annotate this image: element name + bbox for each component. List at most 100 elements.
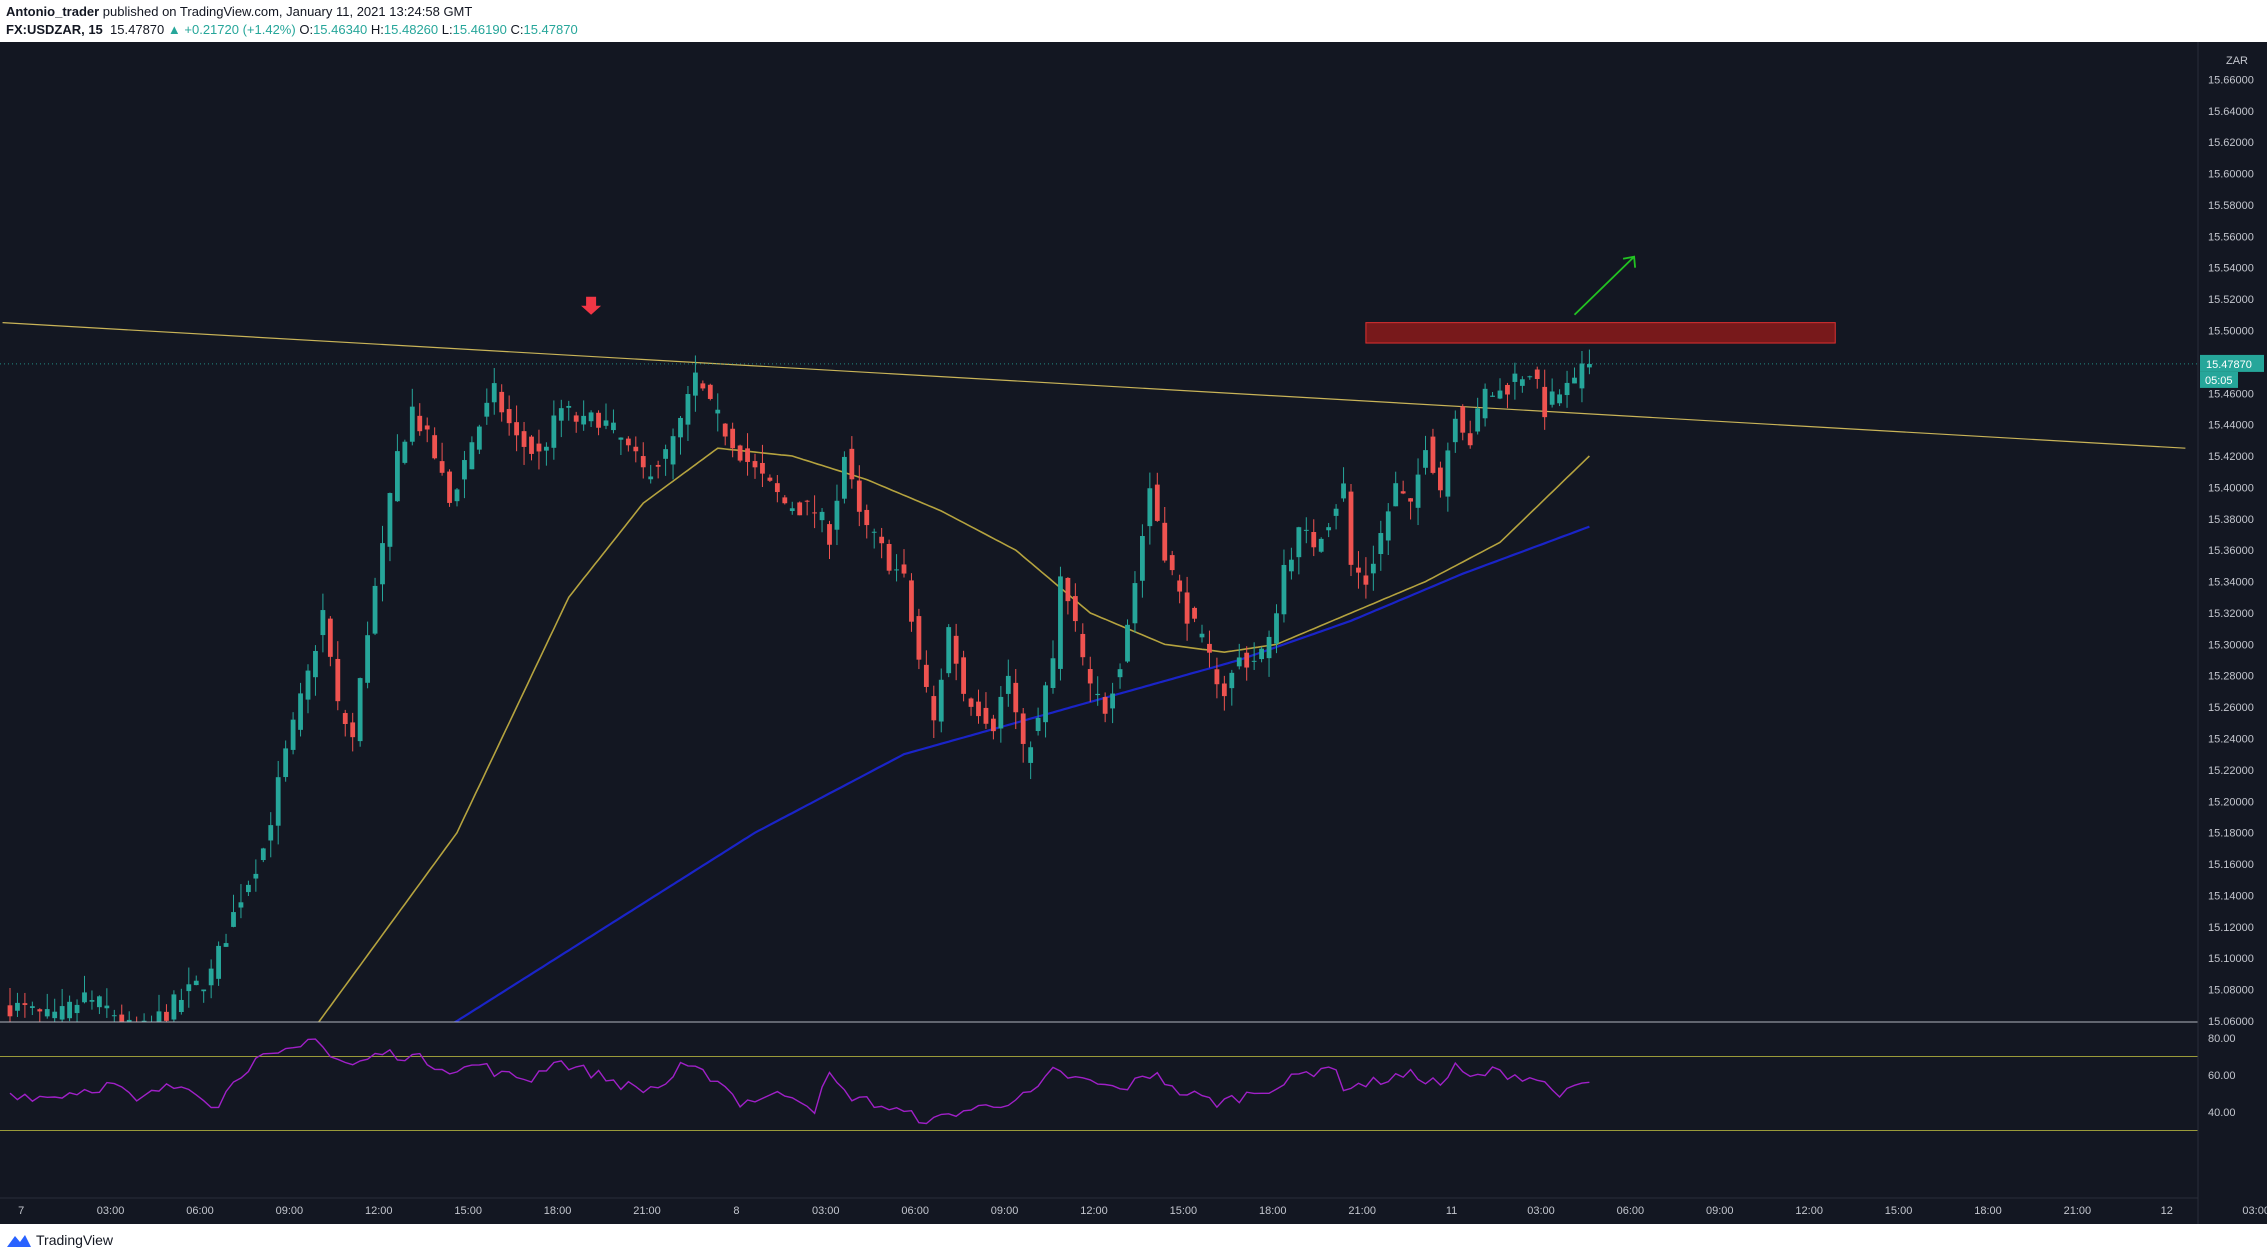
candle-body xyxy=(693,372,698,396)
candle xyxy=(111,1009,117,1022)
candle-body xyxy=(864,509,870,526)
candle xyxy=(372,577,378,636)
candle xyxy=(15,992,20,1017)
candle-body xyxy=(216,945,221,979)
candle xyxy=(260,847,266,863)
rsi-axis[interactable]: 80.00 60.00 40.00 xyxy=(2208,1033,2236,1119)
candle-body xyxy=(1326,527,1332,531)
candle-body xyxy=(1132,583,1138,624)
price-axis-label: 15.56000 xyxy=(2208,231,2254,243)
candle-body xyxy=(253,873,259,879)
candle-body xyxy=(15,1002,20,1011)
candle xyxy=(164,1004,169,1022)
candle-body xyxy=(432,435,438,459)
candle xyxy=(991,714,996,740)
rsi-pane[interactable] xyxy=(0,1038,2198,1131)
price-axis-label: 15.10000 xyxy=(2208,953,2254,965)
candle xyxy=(1534,366,1540,389)
candle-body xyxy=(67,1001,72,1019)
ma-fast-line xyxy=(317,447,1590,1022)
tradingview-logo[interactable]: TradingView xyxy=(6,1232,113,1248)
candle-body xyxy=(1102,696,1108,714)
price-axis-label: 15.64000 xyxy=(2208,106,2254,118)
price-axis-label: 15.08000 xyxy=(2208,985,2254,997)
candle xyxy=(1289,547,1294,580)
candle xyxy=(1087,656,1093,702)
candle-body xyxy=(834,500,840,530)
candle-body xyxy=(1207,643,1212,653)
candle-body xyxy=(1266,636,1272,659)
candle xyxy=(1318,537,1324,553)
candle xyxy=(514,405,519,452)
candle xyxy=(1326,522,1332,538)
candle xyxy=(856,465,862,527)
author-name[interactable]: Antonio_trader xyxy=(6,4,100,19)
candle-body xyxy=(819,511,825,521)
last-price-tag xyxy=(2200,354,2264,372)
candle xyxy=(1348,483,1354,577)
candle-body xyxy=(260,848,266,861)
candle-body xyxy=(1274,613,1279,644)
candle xyxy=(216,941,221,986)
candle-body xyxy=(1467,433,1473,446)
candle xyxy=(193,975,199,986)
resistance-zone[interactable] xyxy=(1365,322,1836,344)
time-axis-label: 18:00 xyxy=(1974,1205,2002,1217)
candle-body xyxy=(1117,669,1123,678)
candle xyxy=(141,1013,147,1022)
candle xyxy=(894,554,899,582)
candle xyxy=(365,621,370,689)
candle xyxy=(484,388,490,425)
candle xyxy=(640,442,646,479)
candle xyxy=(827,520,832,559)
candle-body xyxy=(82,992,87,1003)
candle xyxy=(789,501,795,515)
candle-body xyxy=(1035,717,1041,732)
candle-body xyxy=(1005,675,1011,694)
candle xyxy=(171,990,177,1022)
main-pane[interactable] xyxy=(0,255,2198,1224)
candle xyxy=(1587,349,1592,375)
candle-body xyxy=(707,384,713,399)
candle-body xyxy=(886,544,892,571)
candle xyxy=(1221,675,1227,711)
candle xyxy=(1438,461,1443,498)
candle xyxy=(275,760,281,845)
candle-body xyxy=(767,477,773,481)
candle-body xyxy=(901,564,907,574)
candle xyxy=(938,668,944,733)
candle xyxy=(1199,624,1205,643)
price-axis[interactable]: 15.66000 15.64000 15.62000 15.60000 15.58000… xyxy=(2200,55,2264,1028)
candle xyxy=(380,525,385,602)
candle-body xyxy=(1214,669,1220,685)
candle xyxy=(707,383,713,401)
candle xyxy=(97,995,102,1015)
candle xyxy=(1460,404,1466,441)
candle xyxy=(327,616,333,667)
publish-header: Antonio_trader published on TradingView.… xyxy=(0,0,2267,42)
candle xyxy=(7,987,13,1022)
candle xyxy=(313,645,318,696)
candle-body xyxy=(1043,685,1048,723)
candle xyxy=(136,1016,138,1022)
chart-area[interactable]: 15.66000 15.64000 15.62000 15.60000 15.58000… xyxy=(0,42,2267,1224)
candle xyxy=(1527,375,1533,380)
candle-body xyxy=(178,999,184,1013)
candle xyxy=(1028,741,1034,780)
arrow-up-icon[interactable] xyxy=(1573,256,1635,316)
candle xyxy=(551,400,557,460)
candle xyxy=(201,989,207,1003)
candle xyxy=(663,444,668,476)
candle xyxy=(774,475,780,503)
time-axis[interactable]: 7 03:00 06:00 09:00 12:00 15:00 18:00 21:00 8 03:… xyxy=(18,1205,2267,1217)
candle-body xyxy=(164,1011,169,1021)
candle xyxy=(1110,682,1115,724)
arrow-down-icon[interactable] xyxy=(581,296,602,315)
candle xyxy=(283,740,289,782)
time-axis-label: 15:00 xyxy=(1885,1205,1913,1217)
candle-body xyxy=(782,497,788,504)
trendline[interactable] xyxy=(2,322,2186,449)
publish-line: Antonio_trader published on TradingView.… xyxy=(6,4,472,19)
rsi-axis-label: 60.00 xyxy=(2208,1070,2236,1082)
candle xyxy=(1557,389,1562,407)
